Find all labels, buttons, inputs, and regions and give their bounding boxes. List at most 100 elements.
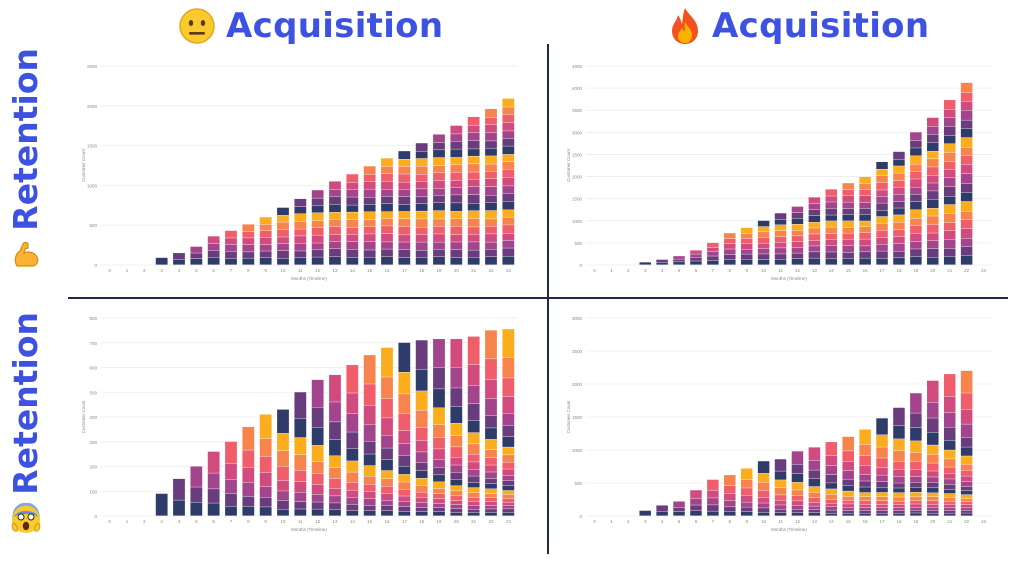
bar-segment [329, 455, 341, 468]
bar-segment [415, 242, 428, 251]
bar-segment [415, 462, 428, 471]
bar-segment [485, 483, 497, 489]
bar-segment [415, 452, 428, 463]
bar-segment [467, 497, 480, 502]
bar-segment [485, 398, 497, 416]
bar-segment [960, 128, 973, 138]
bar-segment [294, 481, 307, 493]
bar-segment [294, 455, 307, 471]
bar-segment [690, 261, 702, 265]
bar-segment [398, 242, 411, 250]
bar-segment [825, 221, 838, 227]
bar-segment [381, 478, 393, 487]
y-tick-label: 100 [89, 489, 97, 494]
bar-segment [690, 498, 702, 505]
x-tick-label: 12 [795, 268, 801, 273]
bar-segment [842, 252, 854, 259]
bar-segment [893, 215, 905, 222]
bar-segment [757, 512, 770, 516]
x-tick-label: 7 [712, 519, 715, 524]
bar-segment [277, 491, 289, 501]
bar-segment [791, 241, 804, 248]
bar-segment [842, 504, 854, 508]
bar-segment [893, 488, 905, 493]
bar-segment [910, 452, 922, 462]
bar-segment [363, 405, 376, 425]
bar-segment [943, 504, 956, 508]
x-tick-label: 11 [778, 519, 783, 524]
bar-segment [960, 201, 973, 212]
bar-segment [155, 257, 168, 265]
bar-segment [398, 430, 411, 444]
bar-segment [825, 196, 838, 202]
bar-segment [960, 424, 973, 438]
bar-segment [415, 427, 428, 441]
bar-segment [757, 473, 770, 483]
y-tick-label: 1000 [87, 183, 98, 188]
bar-segment [842, 485, 854, 491]
x-tick-label: 11 [298, 268, 303, 273]
x-tick-label: 18 [896, 268, 902, 273]
bar-segment [927, 463, 939, 471]
bar-segment [363, 441, 376, 454]
bar-segment [294, 229, 307, 236]
bar-segment [415, 507, 428, 512]
bar-segment [450, 508, 463, 513]
bar-segment [639, 262, 651, 265]
bar-segment [433, 242, 445, 250]
bar-segment [859, 492, 871, 497]
bar-segment [724, 485, 736, 494]
bar-segment [960, 447, 973, 456]
bar-segment [910, 500, 922, 504]
bar-segment [346, 504, 359, 511]
bar-segment [707, 256, 719, 261]
bar-segment [259, 486, 272, 498]
bar-segment [842, 258, 854, 265]
bar-segment [859, 513, 871, 516]
bar-segment [329, 249, 341, 257]
bar-segment [876, 258, 888, 265]
bar-segment [943, 213, 956, 223]
y-tick-label: 300 [89, 440, 97, 445]
bar-segment [825, 208, 838, 215]
x-tick-label: 9 [264, 268, 267, 273]
bar-segment [415, 181, 428, 189]
y-tick-label: 0 [94, 514, 97, 519]
bar-segment [346, 448, 359, 461]
x-tick-label: 5 [195, 519, 198, 524]
bar-segment [927, 117, 939, 127]
bar-segment [329, 503, 341, 510]
bar-segment [757, 259, 770, 265]
bar-segment [363, 204, 376, 212]
bar-segment [842, 233, 854, 240]
bar-segment [842, 221, 854, 228]
bar-segment [381, 181, 393, 190]
bar-segment [450, 218, 463, 227]
bar-segment [346, 432, 359, 449]
bar-segment [485, 497, 497, 502]
x-axis-label: Months (Timeline) [291, 527, 327, 532]
bar-segment [346, 219, 359, 228]
bar-segment [943, 427, 956, 441]
x-tick-label: 4 [178, 519, 181, 524]
y-tick-label: 2500 [572, 349, 583, 354]
bar-segment [363, 211, 376, 220]
bar-segment [927, 134, 939, 143]
bar-segment [467, 469, 480, 476]
bar-segment [433, 449, 445, 460]
x-axis-label: Months (Timeline) [291, 276, 327, 281]
bar-segment [774, 495, 787, 500]
bar-segment [381, 435, 393, 448]
bar-segment [363, 384, 376, 406]
bar-segment [740, 259, 753, 265]
bar-segment [259, 224, 272, 231]
bar-segment [927, 380, 939, 403]
bar-segment [450, 149, 463, 158]
x-tick-label: 14 [829, 519, 835, 524]
bar-segment [791, 512, 804, 516]
bar-segment [433, 210, 445, 219]
bar-segment [311, 461, 324, 474]
bar-segment [690, 257, 702, 261]
bar-segment [927, 151, 939, 159]
bar-segment [639, 510, 651, 516]
